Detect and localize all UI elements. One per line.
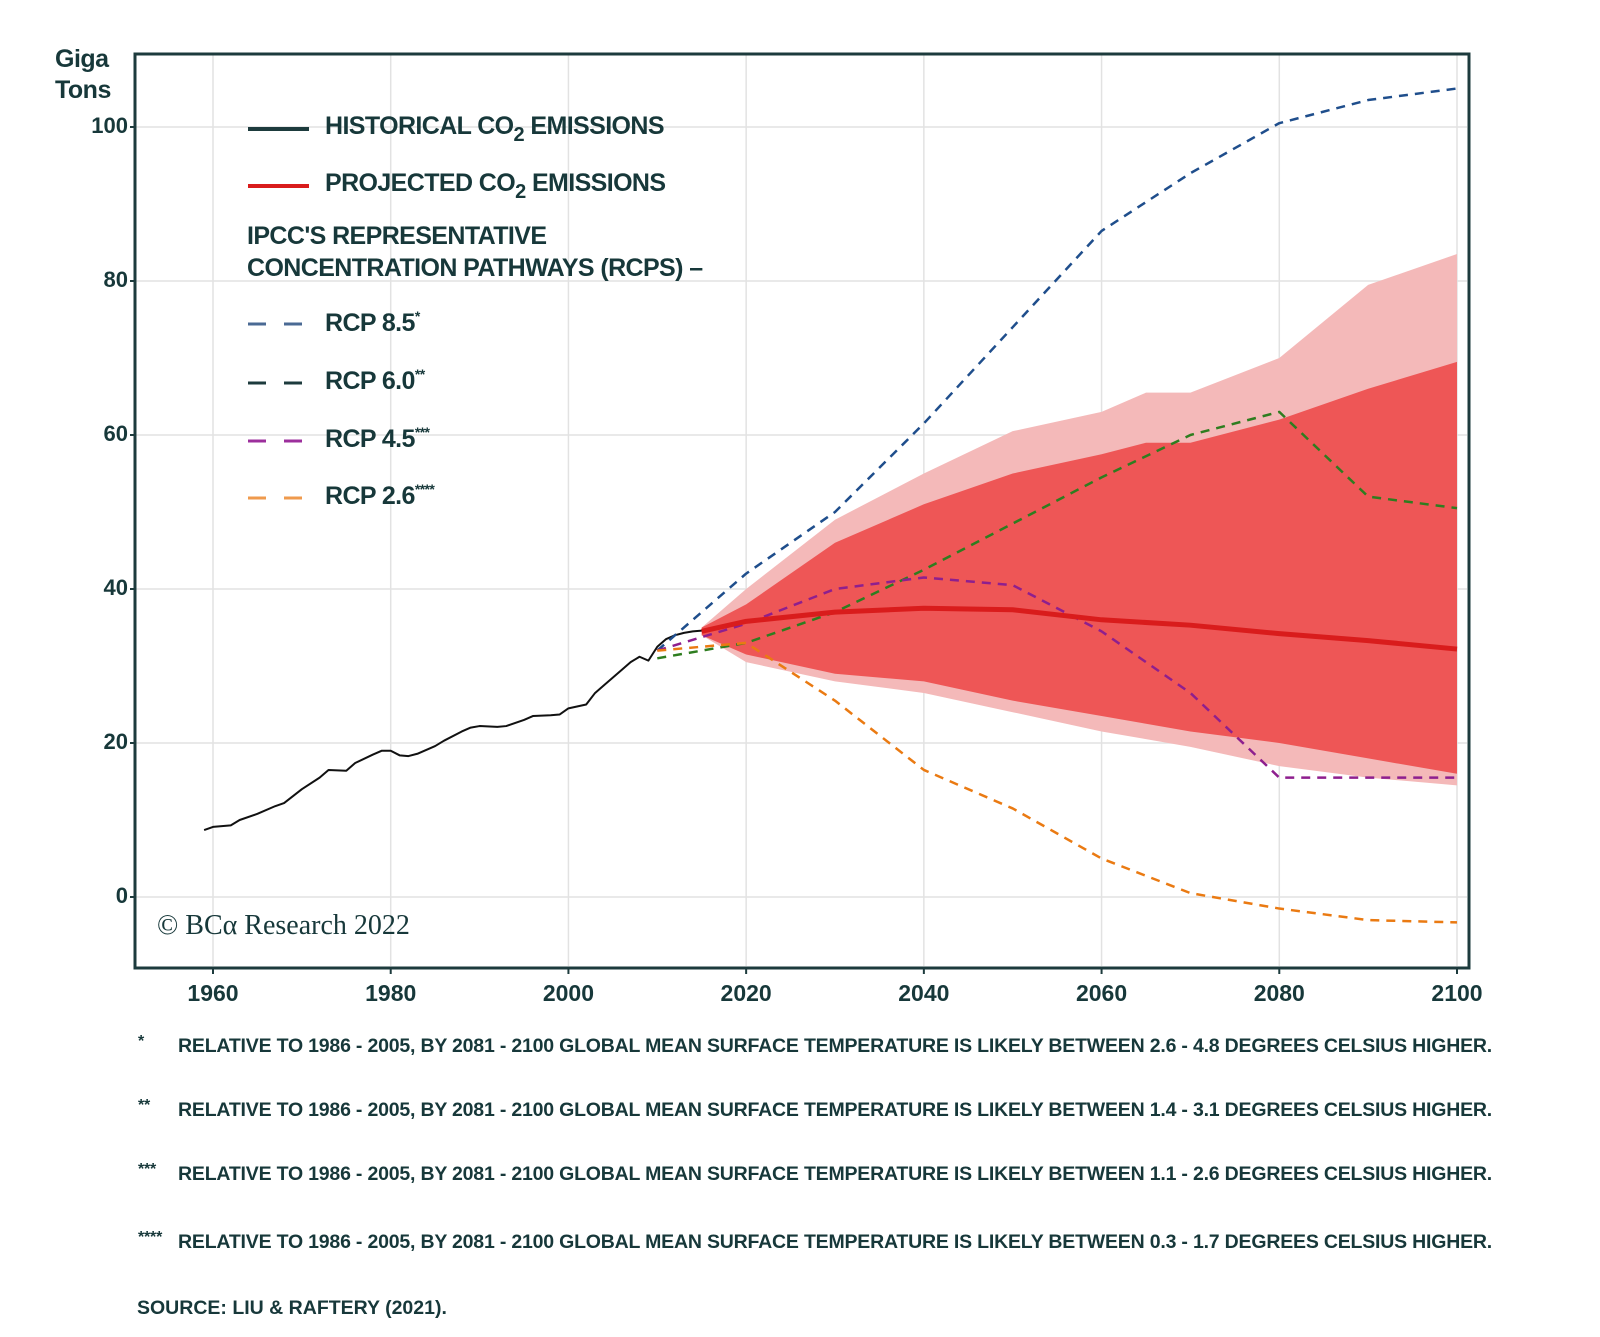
footnote-4: **** RELATIVE TO 1986 - 2005, BY 2081 - 2… [138, 1229, 1493, 1253]
x-tick-label: 2060 [1075, 980, 1128, 1006]
x-tick-label: 2080 [1253, 980, 1305, 1006]
legend-rcp60: RCP 6.0** [325, 366, 425, 395]
x-tick-label: 2100 [1431, 980, 1483, 1006]
legend-rcp-heading-2: CONCENTRATION PATHWAYS (RCPS) – [247, 254, 703, 282]
series-line-projected-co2-emissions-median- [701, 605, 1458, 652]
y-tick-label: 100 [91, 113, 128, 138]
x-tick-label: 2040 [898, 980, 950, 1006]
footnote-1: * RELATIVE TO 1986 - 2005, BY 2081 - 2100… [138, 1033, 1493, 1057]
x-tick-label: 1980 [365, 980, 417, 1006]
legend-historical: HISTORICAL CO2 EMISSIONS [325, 112, 665, 146]
y-tick-label: 0 [115, 883, 128, 908]
series-line-rcp-8-5 [656, 87, 1458, 652]
plot-frame [133, 52, 1471, 970]
legend-rcp-heading-1: IPCC'S REPRESENTATIVE [247, 222, 547, 250]
y-tick-label: 80 [103, 267, 128, 292]
series-line-historical-co2-emissions [203, 629, 702, 831]
footnote-2: ** RELATIVE TO 1986 - 2005, BY 2081 - 210… [138, 1097, 1493, 1121]
legend-rcp45: RCP 4.5*** [325, 424, 430, 453]
unit-line-2: Tons [55, 76, 111, 104]
x-tick-label: 2020 [720, 980, 772, 1006]
y-tick-label: 20 [103, 729, 128, 754]
projection-band [701, 361, 1457, 774]
unit-line-1: Giga [55, 45, 109, 73]
watermark: © BCα Research 2022 [157, 910, 410, 941]
series-line-rcp-2-6 [657, 641, 1458, 924]
x-tick-label: 1960 [187, 980, 239, 1006]
x-tick-label: 2000 [542, 980, 594, 1006]
y-axis-unit: Giga Tons [55, 44, 111, 106]
y-tick-label: 60 [103, 421, 128, 446]
legend-projected: PROJECTED CO2 EMISSIONS [325, 169, 666, 203]
legend-rcp26: RCP 2.6**** [325, 481, 435, 510]
series-line-rcp-6-0 [657, 410, 1458, 660]
source-note: SOURCE: LIU & RAFTERY (2021). [137, 1297, 447, 1319]
legend-rcp85: RCP 8.5* [325, 308, 420, 337]
y-tick-label: 40 [103, 575, 128, 600]
series-line-rcp-4-5 [656, 576, 1457, 779]
footnote-3: *** RELATIVE TO 1986 - 2005, BY 2081 - 21… [138, 1161, 1493, 1185]
